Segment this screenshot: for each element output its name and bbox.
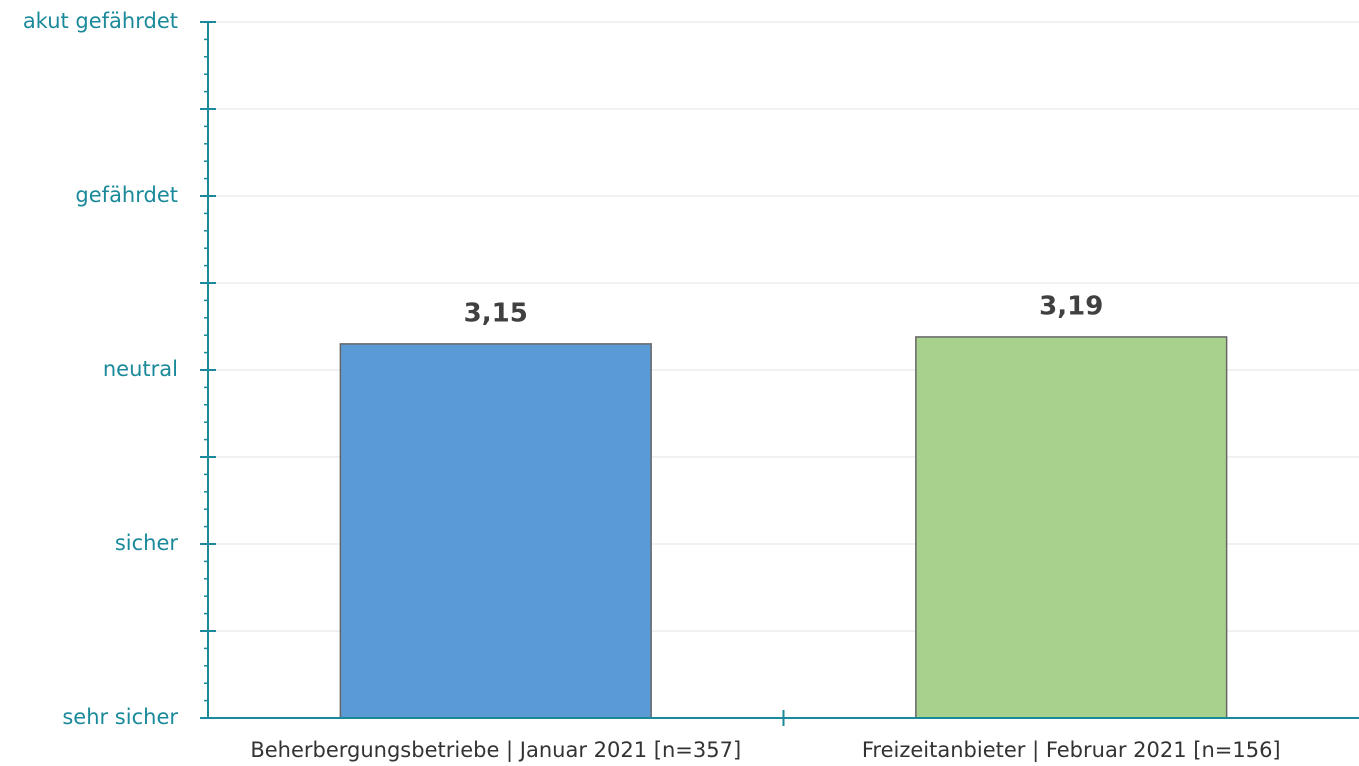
y-tick-label: neutral xyxy=(103,357,178,381)
y-tick-label: akut gefährdet xyxy=(23,9,178,33)
x-tick-label: Freizeitanbieter | Februar 2021 [n=156] xyxy=(862,738,1281,763)
bar xyxy=(915,336,1228,719)
value-label: 3,15 xyxy=(464,298,528,328)
y-tick-label: sehr sicher xyxy=(62,705,178,729)
y-tick-label: gefährdet xyxy=(75,183,178,207)
value-label: 3,19 xyxy=(1039,291,1103,321)
x-tick-label: Beherbergungsbetriebe | Januar 2021 [n=3… xyxy=(250,738,741,763)
bar xyxy=(339,343,652,719)
y-tick-label: sicher xyxy=(115,531,179,555)
